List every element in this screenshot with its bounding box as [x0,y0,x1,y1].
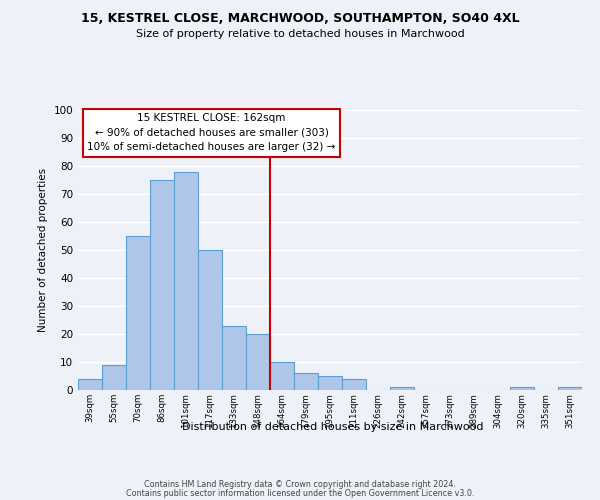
Bar [510,387,534,390]
Bar [390,387,414,390]
Text: Distribution of detached houses by size in Marchwood: Distribution of detached houses by size … [182,422,484,432]
Text: Contains HM Land Registry data © Crown copyright and database right 2024.: Contains HM Land Registry data © Crown c… [144,480,456,489]
Text: Size of property relative to detached houses in Marchwood: Size of property relative to detached ho… [136,29,464,39]
Bar [78,379,102,390]
Bar [150,180,174,390]
Bar [198,250,222,390]
Text: Contains public sector information licensed under the Open Government Licence v3: Contains public sector information licen… [126,489,474,498]
Bar [222,326,246,390]
Text: 15 KESTREL CLOSE: 162sqm
← 90% of detached houses are smaller (303)
10% of semi-: 15 KESTREL CLOSE: 162sqm ← 90% of detach… [88,113,336,152]
Bar [174,172,198,390]
Bar [270,362,294,390]
Bar [318,376,342,390]
Text: 15, KESTREL CLOSE, MARCHWOOD, SOUTHAMPTON, SO40 4XL: 15, KESTREL CLOSE, MARCHWOOD, SOUTHAMPTO… [80,12,520,26]
Bar [558,387,582,390]
Bar [246,334,270,390]
Bar [126,236,150,390]
Bar [342,379,366,390]
Y-axis label: Number of detached properties: Number of detached properties [38,168,48,332]
Bar [294,373,318,390]
Bar [102,365,126,390]
